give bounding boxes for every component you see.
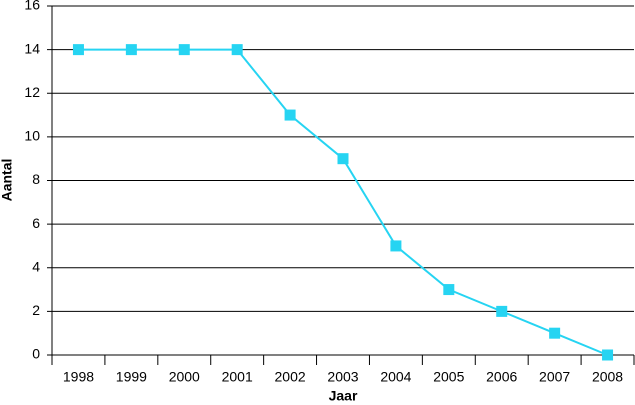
x-tick-label: 1998 <box>63 369 94 385</box>
y-tick-label: 10 <box>24 128 40 144</box>
data-point <box>443 284 455 296</box>
x-tick-label: 2004 <box>380 369 411 385</box>
y-tick-label: 2 <box>32 302 40 318</box>
x-tick-label: 2001 <box>222 369 253 385</box>
y-axis-title: Aantal <box>0 159 15 202</box>
y-tick-label: 12 <box>24 84 40 100</box>
x-tick-label: 2005 <box>433 369 464 385</box>
x-tick-label: 2006 <box>486 369 517 385</box>
data-point <box>284 109 296 121</box>
x-tick-label: 2008 <box>592 369 623 385</box>
data-point <box>72 44 84 56</box>
x-axis-title: Jaar <box>329 388 358 404</box>
x-tick-label: 1999 <box>116 369 147 385</box>
series-line <box>78 48 608 356</box>
data-point <box>125 44 137 56</box>
data-point <box>178 44 190 56</box>
y-tick-label: 8 <box>32 171 40 187</box>
data-point <box>496 305 508 317</box>
data-point <box>231 44 243 56</box>
y-tick-label: 4 <box>32 258 40 274</box>
y-tick-label: 14 <box>24 40 40 56</box>
x-tick-label: 2003 <box>327 369 358 385</box>
data-point <box>549 327 561 339</box>
x-tick-label: 2002 <box>275 369 306 385</box>
x-tick-label: 2007 <box>539 369 570 385</box>
data-point <box>337 153 349 165</box>
data-point <box>602 349 614 361</box>
y-tick-label: 6 <box>32 215 40 231</box>
y-tick-label: 16 <box>24 0 40 13</box>
y-tick-label: 0 <box>32 346 40 362</box>
x-tick-label: 2000 <box>169 369 200 385</box>
data-point <box>390 240 402 252</box>
